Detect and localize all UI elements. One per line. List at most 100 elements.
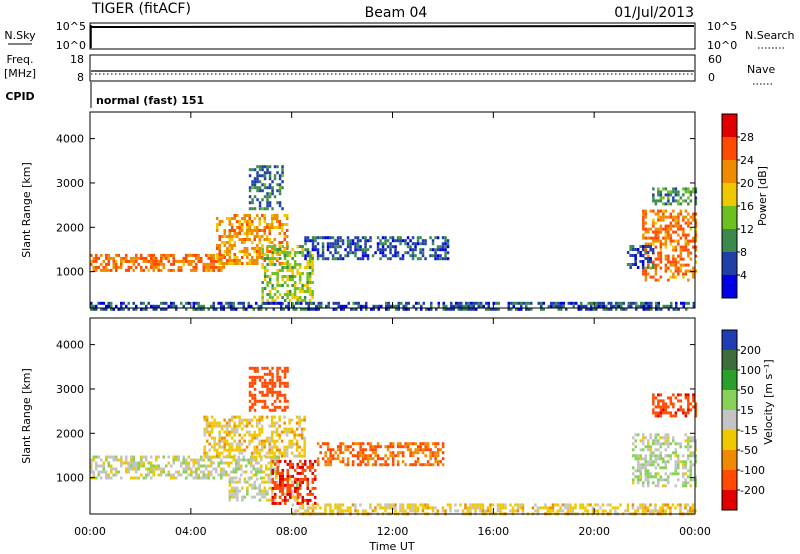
cell — [200, 304, 203, 308]
cell — [637, 481, 640, 485]
cell — [669, 396, 673, 400]
cell — [411, 503, 415, 507]
cell — [243, 238, 246, 241]
cell — [326, 460, 330, 464]
cell — [291, 483, 294, 487]
cell — [140, 268, 143, 272]
cell — [281, 269, 284, 272]
cell — [216, 253, 219, 256]
cell — [311, 239, 315, 243]
cell — [396, 236, 400, 240]
cell — [226, 235, 229, 238]
cell — [646, 506, 650, 510]
cell — [654, 212, 658, 216]
cell — [334, 248, 337, 252]
cell — [286, 471, 289, 475]
cell — [212, 256, 215, 260]
cell — [255, 467, 258, 471]
cell — [617, 301, 620, 305]
cell — [389, 245, 392, 249]
cell — [303, 436, 306, 440]
cell — [265, 473, 268, 477]
cell — [284, 477, 287, 481]
cell — [669, 236, 673, 240]
cell — [429, 254, 432, 258]
cell — [231, 244, 234, 247]
cell — [659, 196, 663, 200]
cell — [303, 266, 307, 269]
cell — [647, 242, 650, 246]
cell — [268, 451, 271, 455]
cell — [261, 381, 264, 385]
cell — [243, 439, 246, 443]
cell — [439, 257, 442, 261]
cell — [243, 418, 246, 422]
cell — [329, 463, 332, 467]
cell — [233, 486, 237, 490]
cell — [217, 301, 220, 305]
cell — [414, 254, 417, 258]
cell — [286, 405, 289, 409]
cell — [644, 472, 647, 476]
cell — [316, 254, 320, 258]
cell — [359, 442, 362, 446]
cell — [125, 253, 128, 257]
cell — [207, 256, 210, 260]
cell — [659, 218, 663, 222]
cell — [285, 454, 289, 458]
cell — [684, 199, 688, 203]
cell — [329, 451, 332, 455]
cell — [233, 480, 237, 484]
cell — [228, 445, 231, 449]
cell — [642, 215, 645, 219]
cell — [662, 405, 665, 409]
cell — [315, 307, 318, 311]
cell — [226, 262, 229, 265]
cell — [445, 307, 448, 311]
cell — [95, 265, 98, 269]
cell — [664, 433, 667, 437]
cell — [324, 236, 327, 240]
cell — [286, 217, 289, 220]
cell — [294, 486, 297, 490]
cell — [160, 467, 163, 471]
cell — [677, 190, 680, 194]
cell — [659, 248, 663, 252]
cell — [273, 257, 277, 260]
cell — [387, 304, 390, 308]
cell — [303, 427, 306, 431]
cell — [664, 442, 667, 446]
cell — [265, 451, 269, 455]
cell — [190, 473, 193, 477]
cell — [298, 287, 302, 290]
cell — [572, 301, 575, 305]
cell — [356, 442, 360, 446]
cell — [295, 454, 299, 458]
cell — [258, 189, 262, 193]
cell — [95, 259, 98, 263]
cell — [216, 247, 219, 250]
cell — [441, 236, 445, 240]
cell — [150, 455, 153, 459]
cell — [296, 509, 300, 513]
cell — [142, 476, 145, 480]
cell — [639, 472, 642, 476]
cell — [647, 227, 650, 231]
cell — [407, 307, 410, 311]
cell — [167, 268, 170, 272]
cell — [120, 307, 123, 311]
cell — [95, 253, 98, 257]
cell — [311, 260, 314, 263]
cell — [652, 242, 655, 246]
cell — [278, 418, 281, 422]
cell — [281, 174, 284, 178]
cell — [689, 193, 693, 197]
cell — [296, 495, 299, 499]
cell — [261, 384, 264, 388]
cell — [311, 509, 315, 513]
cell — [90, 470, 93, 474]
cell — [692, 218, 695, 222]
cell — [674, 448, 677, 452]
cell — [268, 177, 272, 181]
